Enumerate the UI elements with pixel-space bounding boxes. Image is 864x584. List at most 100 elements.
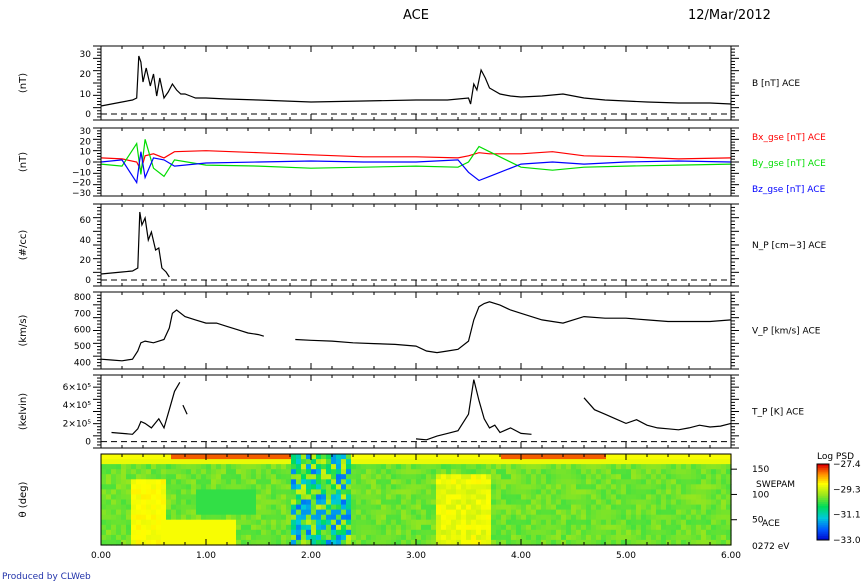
heatmap-cell bbox=[486, 489, 492, 496]
heatmap-cell bbox=[291, 514, 297, 521]
heatmap-cell bbox=[671, 534, 677, 541]
heatmap-cell bbox=[336, 459, 342, 465]
heatmap-cell bbox=[381, 474, 387, 480]
heatmap-cell bbox=[226, 459, 232, 465]
heatmap-cell bbox=[676, 454, 682, 460]
heatmap-cell bbox=[501, 524, 507, 531]
heatmap-cell bbox=[496, 524, 502, 531]
heatmap-cell bbox=[556, 504, 562, 511]
heatmap-cell bbox=[316, 504, 322, 511]
heatmap-cell bbox=[521, 509, 527, 516]
heatmap-cell bbox=[186, 494, 192, 501]
heatmap-cell bbox=[571, 474, 577, 480]
heatmap-cell bbox=[321, 504, 327, 511]
heatmap-cell bbox=[211, 529, 217, 536]
heatmap-cell bbox=[521, 469, 527, 475]
heatmap-cell bbox=[241, 514, 247, 521]
heatmap-cell bbox=[541, 454, 547, 460]
heatmap-cell bbox=[281, 489, 287, 496]
heatmap-cell bbox=[546, 479, 552, 485]
heatmap-cell bbox=[296, 514, 302, 521]
heatmap-cell bbox=[376, 524, 382, 531]
heatmap-cell bbox=[661, 479, 667, 485]
heatmap-cell bbox=[106, 469, 112, 475]
heatmap-cell bbox=[556, 529, 562, 536]
heatmap-cell bbox=[431, 539, 437, 546]
heatmap-cell bbox=[561, 474, 567, 480]
heatmap-cell bbox=[466, 534, 472, 541]
heatmap-cell bbox=[181, 529, 187, 536]
heatmap-cell bbox=[726, 469, 732, 475]
heatmap-cell bbox=[146, 519, 152, 526]
heatmap-cell bbox=[566, 494, 572, 501]
heatmap-cell bbox=[551, 519, 557, 526]
heatmap-cell bbox=[106, 514, 112, 521]
heatmap-cell bbox=[221, 474, 227, 480]
heatmap-cell bbox=[221, 454, 227, 460]
heatmap-cell bbox=[586, 534, 592, 541]
heatmap-cell bbox=[321, 494, 327, 501]
heatmap-cell bbox=[626, 459, 632, 465]
heatmap-cell bbox=[471, 529, 477, 536]
heatmap-cell bbox=[586, 499, 592, 506]
colorbar-cell bbox=[817, 467, 829, 471]
heatmap-cell bbox=[456, 529, 462, 536]
heatmap-cell bbox=[716, 529, 722, 536]
heatmap-cell bbox=[291, 539, 297, 546]
heatmap-cell bbox=[691, 459, 697, 465]
heatmap-cell bbox=[506, 519, 512, 526]
heatmap-cell bbox=[246, 484, 252, 490]
heatmap-cell bbox=[691, 454, 697, 460]
heatmap-cell bbox=[416, 489, 422, 496]
heatmap-cell bbox=[436, 459, 442, 465]
heatmap-cell bbox=[646, 474, 652, 480]
heatmap-cell bbox=[191, 509, 197, 516]
heatmap-cell bbox=[191, 474, 197, 480]
heatmap-cell bbox=[581, 509, 587, 516]
heatmap-cell bbox=[256, 489, 262, 496]
heatmap-cell bbox=[506, 514, 512, 521]
heatmap-cell bbox=[156, 514, 162, 521]
heatmap-cell bbox=[156, 494, 162, 501]
heatmap-cell bbox=[561, 469, 567, 475]
heatmap-cell bbox=[606, 499, 612, 506]
heatmap-cell bbox=[336, 484, 342, 490]
heatmap-cell bbox=[181, 489, 187, 496]
heatmap-cell bbox=[531, 514, 537, 521]
heatmap-cell bbox=[296, 474, 302, 480]
heatmap-cell bbox=[371, 504, 377, 511]
heatmap-cell bbox=[241, 459, 247, 465]
heatmap-cell bbox=[466, 484, 472, 490]
heatmap-cell bbox=[326, 504, 332, 511]
heatmap-cell bbox=[191, 539, 197, 546]
heatmap-cell bbox=[161, 489, 167, 496]
heatmap-cell bbox=[431, 509, 437, 516]
y-tick-label: 0 bbox=[85, 438, 91, 448]
heatmap-cell bbox=[551, 494, 557, 501]
heatmap-cell bbox=[196, 489, 202, 496]
heatmap-cell bbox=[256, 469, 262, 475]
heatmap-cell bbox=[681, 479, 687, 485]
colorbar-cell bbox=[817, 526, 829, 530]
heatmap-cell bbox=[706, 489, 712, 496]
heatmap-cell bbox=[646, 454, 652, 460]
heatmap-cell bbox=[471, 524, 477, 531]
heatmap-cell bbox=[351, 499, 357, 506]
heatmap-cell bbox=[606, 504, 612, 511]
heatmap-cell bbox=[306, 529, 312, 536]
heatmap-cell bbox=[211, 469, 217, 475]
y-tick-label: 500 bbox=[74, 342, 91, 352]
heatmap-cell bbox=[261, 534, 267, 541]
heatmap-cell bbox=[226, 509, 232, 516]
heatmap-cell bbox=[111, 504, 117, 511]
heatmap-cell bbox=[691, 524, 697, 531]
heatmap-cell bbox=[341, 494, 347, 501]
heatmap-cell bbox=[131, 514, 137, 521]
heatmap-cell bbox=[236, 514, 242, 521]
heatmap-cell bbox=[311, 464, 317, 470]
heatmap-cell bbox=[126, 459, 132, 465]
heatmap-cell bbox=[386, 539, 392, 546]
heatmap-cell bbox=[171, 479, 177, 485]
heatmap-cell bbox=[726, 484, 732, 490]
heatmap-cell bbox=[706, 499, 712, 506]
